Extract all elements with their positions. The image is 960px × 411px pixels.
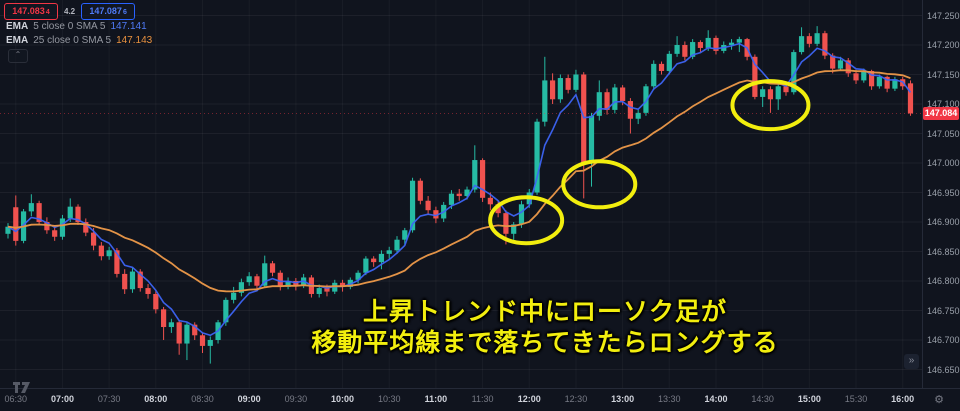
time-axis-label: 13:30 bbox=[658, 394, 681, 404]
indicator-name: EMA bbox=[6, 35, 29, 46]
indicator-params: 25 close 0 SMA 5 bbox=[33, 35, 112, 46]
sell-button[interactable]: 147.083 4 bbox=[4, 3, 58, 20]
price-axis-label: 147.000 bbox=[927, 158, 960, 168]
annotation-line2: 移動平均線まで落ちてきたらロングする bbox=[311, 329, 779, 357]
time-axis-label: 10:30 bbox=[377, 394, 401, 404]
jump-to-realtime-button[interactable]: » bbox=[904, 354, 919, 369]
ema5-line bbox=[7, 42, 912, 337]
time-axis-label: 14:00 bbox=[704, 394, 728, 404]
price-axis-label: 147.250 bbox=[927, 10, 960, 21]
time-axis-label: 08:00 bbox=[144, 394, 168, 404]
time-axis-label: 15:30 bbox=[844, 394, 868, 404]
price-axis-label: 146.800 bbox=[927, 276, 960, 286]
time-axis-label: 12:30 bbox=[564, 394, 588, 404]
sell-price-fraction: 4 bbox=[45, 9, 50, 16]
time-axis-label: 14:30 bbox=[751, 394, 774, 404]
price-axis-label: 146.950 bbox=[927, 187, 960, 198]
time-axis-label: 09:00 bbox=[237, 394, 261, 404]
sell-price: 147.083 bbox=[12, 6, 45, 16]
time-axis-label: 11:30 bbox=[471, 394, 494, 404]
price-axis-label: 146.750 bbox=[927, 305, 960, 316]
annotation-line1: 上昇トレンド中にローソク足が bbox=[362, 298, 727, 326]
time-axis-label: 15:00 bbox=[797, 394, 821, 404]
price-axis-label: 146.650 bbox=[927, 364, 960, 375]
price-axis-label: 146.700 bbox=[927, 335, 960, 345]
buy-price-fraction: 6 bbox=[122, 9, 127, 16]
buy-price: 147.087 bbox=[89, 6, 122, 16]
legend-collapse-button[interactable]: ⌃ bbox=[8, 49, 28, 63]
ellipse-annotations bbox=[488, 79, 811, 246]
time-axis-label: 13:00 bbox=[611, 394, 635, 404]
spread-value: 4.2 bbox=[64, 7, 76, 16]
price-axis-label: 147.100 bbox=[927, 99, 960, 109]
price-axis[interactable]: 147.250 147.200 147.150 147.100 147.050 147.0… bbox=[922, 0, 960, 388]
indicator-name: EMA bbox=[6, 21, 29, 32]
price-axis-label: 146.850 bbox=[927, 246, 960, 257]
time-axis-label: 11:00 bbox=[424, 394, 448, 404]
time-axis-label: 07:00 bbox=[50, 394, 74, 404]
price-axis-label: 147.200 bbox=[927, 40, 960, 50]
legend-row-ema5[interactable]: EMA 5 close 0 SMA 5 147.141 bbox=[6, 21, 147, 32]
indicator-params: 5 close 0 SMA 5 bbox=[33, 21, 106, 32]
legend-row-ema25[interactable]: EMA 25 close 0 SMA 5 147.143 bbox=[6, 35, 152, 46]
time-axis-label: 08:30 bbox=[191, 394, 214, 404]
time-axis-label: 10:00 bbox=[331, 394, 355, 404]
tradingview-logo[interactable] bbox=[12, 380, 34, 399]
time-axis-label: 06:30 bbox=[4, 394, 28, 404]
time-axis-label: 16:00 bbox=[891, 394, 915, 404]
price-axis-label: 146.900 bbox=[927, 217, 960, 227]
trade-panel: 147.083 4 4.2 147.087 6 bbox=[4, 3, 136, 20]
time-axis[interactable]: 06:30 07:00 07:30 08:00 08:30 09:00 09:30 10:00… bbox=[0, 388, 960, 411]
time-axis-label: 12:00 bbox=[517, 394, 541, 404]
annotation-text: 上昇トレンド中にローソク足が 移動平均線まで落ちてきたらロングする bbox=[300, 297, 790, 359]
axis-settings-gear-icon[interactable]: ⚙ bbox=[934, 394, 944, 406]
price-axis-label: 147.150 bbox=[927, 69, 960, 80]
time-axis-label: 07:30 bbox=[97, 394, 121, 404]
buy-button[interactable]: 147.087 6 bbox=[81, 3, 136, 20]
time-axis-label: 09:30 bbox=[284, 394, 308, 404]
indicator-value: 147.143 bbox=[116, 35, 153, 46]
ema25-line bbox=[7, 69, 911, 293]
price-axis-label: 147.050 bbox=[927, 128, 960, 139]
last-price-badge: 147.084 bbox=[923, 106, 959, 120]
indicator-value: 147.141 bbox=[110, 21, 147, 32]
